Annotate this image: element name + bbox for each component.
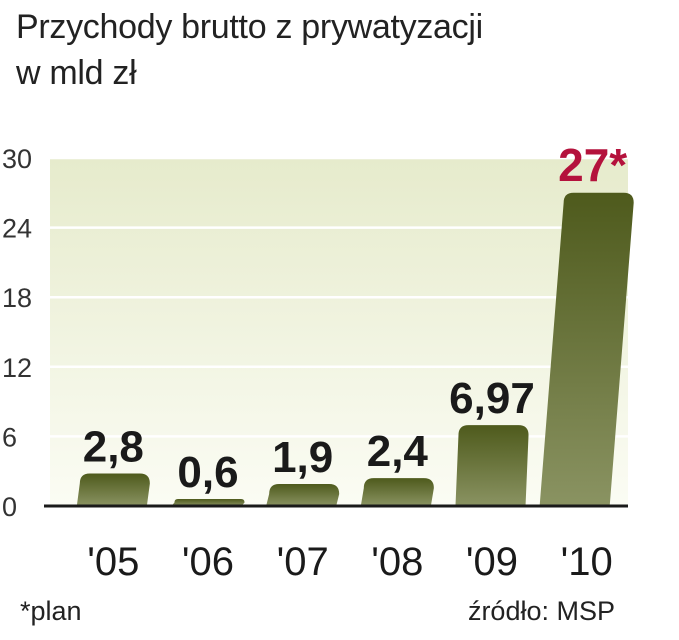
bar xyxy=(539,192,634,507)
chart-title: Przychody brutto z prywatyzacji w mld zł xyxy=(16,4,483,96)
source-note: źródło: MSP xyxy=(467,596,615,626)
x-tick-label: '06 xyxy=(182,540,234,584)
x-tick-label: '05 xyxy=(87,540,139,584)
bar xyxy=(455,425,529,506)
title-line-1: Przychody brutto z prywatyzacji xyxy=(16,8,483,46)
y-tick-label: 30 xyxy=(2,144,32,174)
x-tick-label: '07 xyxy=(277,540,329,584)
bar xyxy=(266,483,340,506)
bar xyxy=(171,499,245,506)
value-label: 1,9 xyxy=(272,433,333,482)
y-tick-label: 6 xyxy=(2,422,17,452)
bar xyxy=(76,473,150,506)
x-tick-label: '09 xyxy=(466,540,518,584)
value-label: 2,8 xyxy=(83,423,144,472)
x-tick-label: '08 xyxy=(371,540,423,584)
x-tick-label: '10 xyxy=(561,540,613,584)
bar-chart: 0 6 12 18 24 30 '05 '06 '07 '08 '09 '10 2,8 0,6 1,9 2,… xyxy=(2,139,634,584)
footnote: *plan xyxy=(20,596,82,626)
value-label: 2,4 xyxy=(367,427,429,476)
bar xyxy=(360,478,434,506)
value-label: 6,97 xyxy=(449,374,535,423)
y-tick-label: 0 xyxy=(2,492,17,522)
y-tick-label: 24 xyxy=(2,214,32,244)
plot-background xyxy=(50,158,628,506)
title-line-2-unit: w mld zł xyxy=(16,54,137,92)
value-label: 0,6 xyxy=(177,448,238,497)
y-tick-label: 18 xyxy=(2,283,32,313)
value-label: 27* xyxy=(558,139,627,191)
y-tick-label: 12 xyxy=(2,353,32,383)
